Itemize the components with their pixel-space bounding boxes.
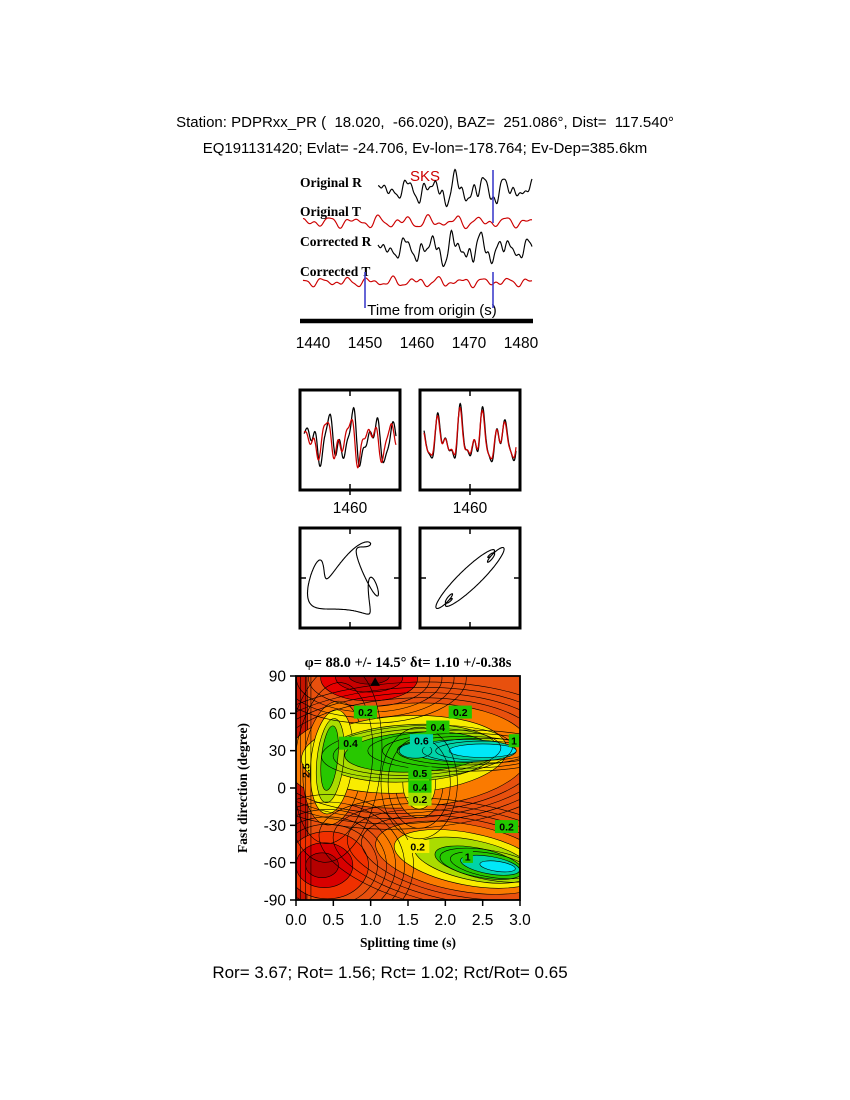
hodogram-box-corrected xyxy=(418,526,522,630)
splitting-contour-panel: φ= 88.0 +/- 14.5° δt= 1.10 +/-0.38s Fast… xyxy=(235,655,532,950)
splitting-ratios-line: Ror= 3.67; Rot= 1.56; Rct= 1.02; Rct/Rot… xyxy=(212,963,568,982)
window-trace-r xyxy=(303,406,397,468)
svg-text:0.4: 0.4 xyxy=(413,782,428,794)
time-tick-label: 1480 xyxy=(504,335,539,352)
error-surface: 0.2 0.20.40.6 10.42.5 0.50.40.20.20.21 xyxy=(296,676,520,900)
contour-annotation: 0.2 xyxy=(494,820,519,834)
contour-annotation: 0.4 xyxy=(338,736,363,750)
y-tick-label: 60 xyxy=(269,706,287,723)
window-time-label: 1460 xyxy=(333,500,368,517)
window-time-label: 1460 xyxy=(453,500,488,517)
phase-label-sks: SKS xyxy=(410,168,440,185)
x-tick-label: 2.0 xyxy=(435,912,457,929)
contour-title: φ= 88.0 +/- 14.5° δt= 1.10 +/-0.38s xyxy=(305,655,512,671)
svg-text:0.2: 0.2 xyxy=(453,707,468,719)
svg-text:1: 1 xyxy=(511,736,517,748)
seismogram-panel: Original R SKS Original T Corrected R Co… xyxy=(296,168,539,352)
contour-annotation: 0.2 xyxy=(408,792,432,806)
contour-plot: 0.2 0.20.40.6 10.42.5 0.50.40.20.20.210.0 0.… xyxy=(264,669,532,930)
time-axis-label: Time from origin (s) xyxy=(367,302,496,319)
contour-annotation: 1 xyxy=(508,734,520,748)
trace-original-t xyxy=(302,213,533,230)
y-tick-label: -30 xyxy=(264,818,287,835)
x-tick-label: 0.5 xyxy=(323,912,345,929)
contour-annotation: 0.4 xyxy=(408,780,432,794)
x-axis-label: Splitting time (s) xyxy=(360,935,456,950)
particle-motion-corrected xyxy=(435,546,505,610)
time-tick-label: 1460 xyxy=(400,335,435,352)
station-info-line: Station: PDPRxx_PR ( 18.020, -66.020), B… xyxy=(176,114,674,131)
x-tick-label: 1.0 xyxy=(360,912,382,929)
svg-text:0.2: 0.2 xyxy=(410,841,425,853)
x-tick-label: 1.5 xyxy=(397,912,419,929)
particle-motion-panel xyxy=(298,526,522,630)
svg-text:0.2: 0.2 xyxy=(358,707,373,719)
contour-annotation: 0.4 xyxy=(426,720,450,734)
trace-label-corrected-r: Corrected R xyxy=(300,234,372,249)
contour-annotation: 2.5 xyxy=(301,763,313,778)
particle-motion-original xyxy=(306,541,380,615)
svg-text:0.2: 0.2 xyxy=(413,794,428,806)
x-tick-label: 0.0 xyxy=(285,912,307,929)
hodogram-box-original xyxy=(298,526,402,630)
svg-text:0.4: 0.4 xyxy=(343,738,358,750)
event-info-line: EQ191131420; Evlat= -24.706, Ev-lon=-178… xyxy=(202,140,648,157)
y-axis-label: Fast direction (degree) xyxy=(235,723,250,853)
trace-label-original-t: Original T xyxy=(300,204,361,219)
trace-label-corrected-t: Corrected T xyxy=(300,264,370,279)
window-trace-group xyxy=(303,406,397,469)
time-tick-label: 1450 xyxy=(348,335,383,352)
window-traces xyxy=(303,402,517,469)
contour-annotation: 0.2 xyxy=(448,705,472,719)
y-tick-label: -60 xyxy=(264,855,287,872)
x-tick-label: 2.5 xyxy=(472,912,494,929)
svg-text:2.5: 2.5 xyxy=(301,763,313,778)
y-tick-label: 90 xyxy=(269,669,287,686)
x-tick-label: 3.0 xyxy=(509,912,531,929)
y-tick-label: 0 xyxy=(277,781,286,798)
contour-annotation: 1 xyxy=(462,849,473,863)
waveform-window-panel: 1460 1460 xyxy=(298,388,522,517)
contour-annotation: 0.5 xyxy=(408,766,432,780)
trace-label-original-r: Original R xyxy=(300,175,362,190)
best-fit-marker xyxy=(370,677,380,686)
seismogram-traces: 1440 1450 1460 1470 1480 xyxy=(296,168,539,352)
trace-corrected-r xyxy=(377,229,533,268)
window-trace-t xyxy=(423,406,517,460)
y-tick-label: 30 xyxy=(269,743,287,760)
time-tick-label: 1470 xyxy=(452,335,487,352)
svg-text:1: 1 xyxy=(465,851,471,863)
trace-original-r xyxy=(377,168,533,208)
svg-text:0.4: 0.4 xyxy=(431,722,446,734)
contour-annotation: 0.2 xyxy=(406,839,430,853)
time-tick-label: 1440 xyxy=(296,335,331,352)
y-tick-label: -90 xyxy=(264,893,287,910)
contour-annotation: 0.6 xyxy=(409,734,434,748)
svg-text:0.2: 0.2 xyxy=(499,822,514,834)
contour-annotation: 0.2 xyxy=(353,705,378,719)
svg-text:0.6: 0.6 xyxy=(414,736,429,748)
window-trace-t xyxy=(303,418,397,469)
window-trace-group xyxy=(423,402,517,463)
svg-text:0.5: 0.5 xyxy=(413,768,428,780)
particle-motion-curves xyxy=(306,541,505,615)
